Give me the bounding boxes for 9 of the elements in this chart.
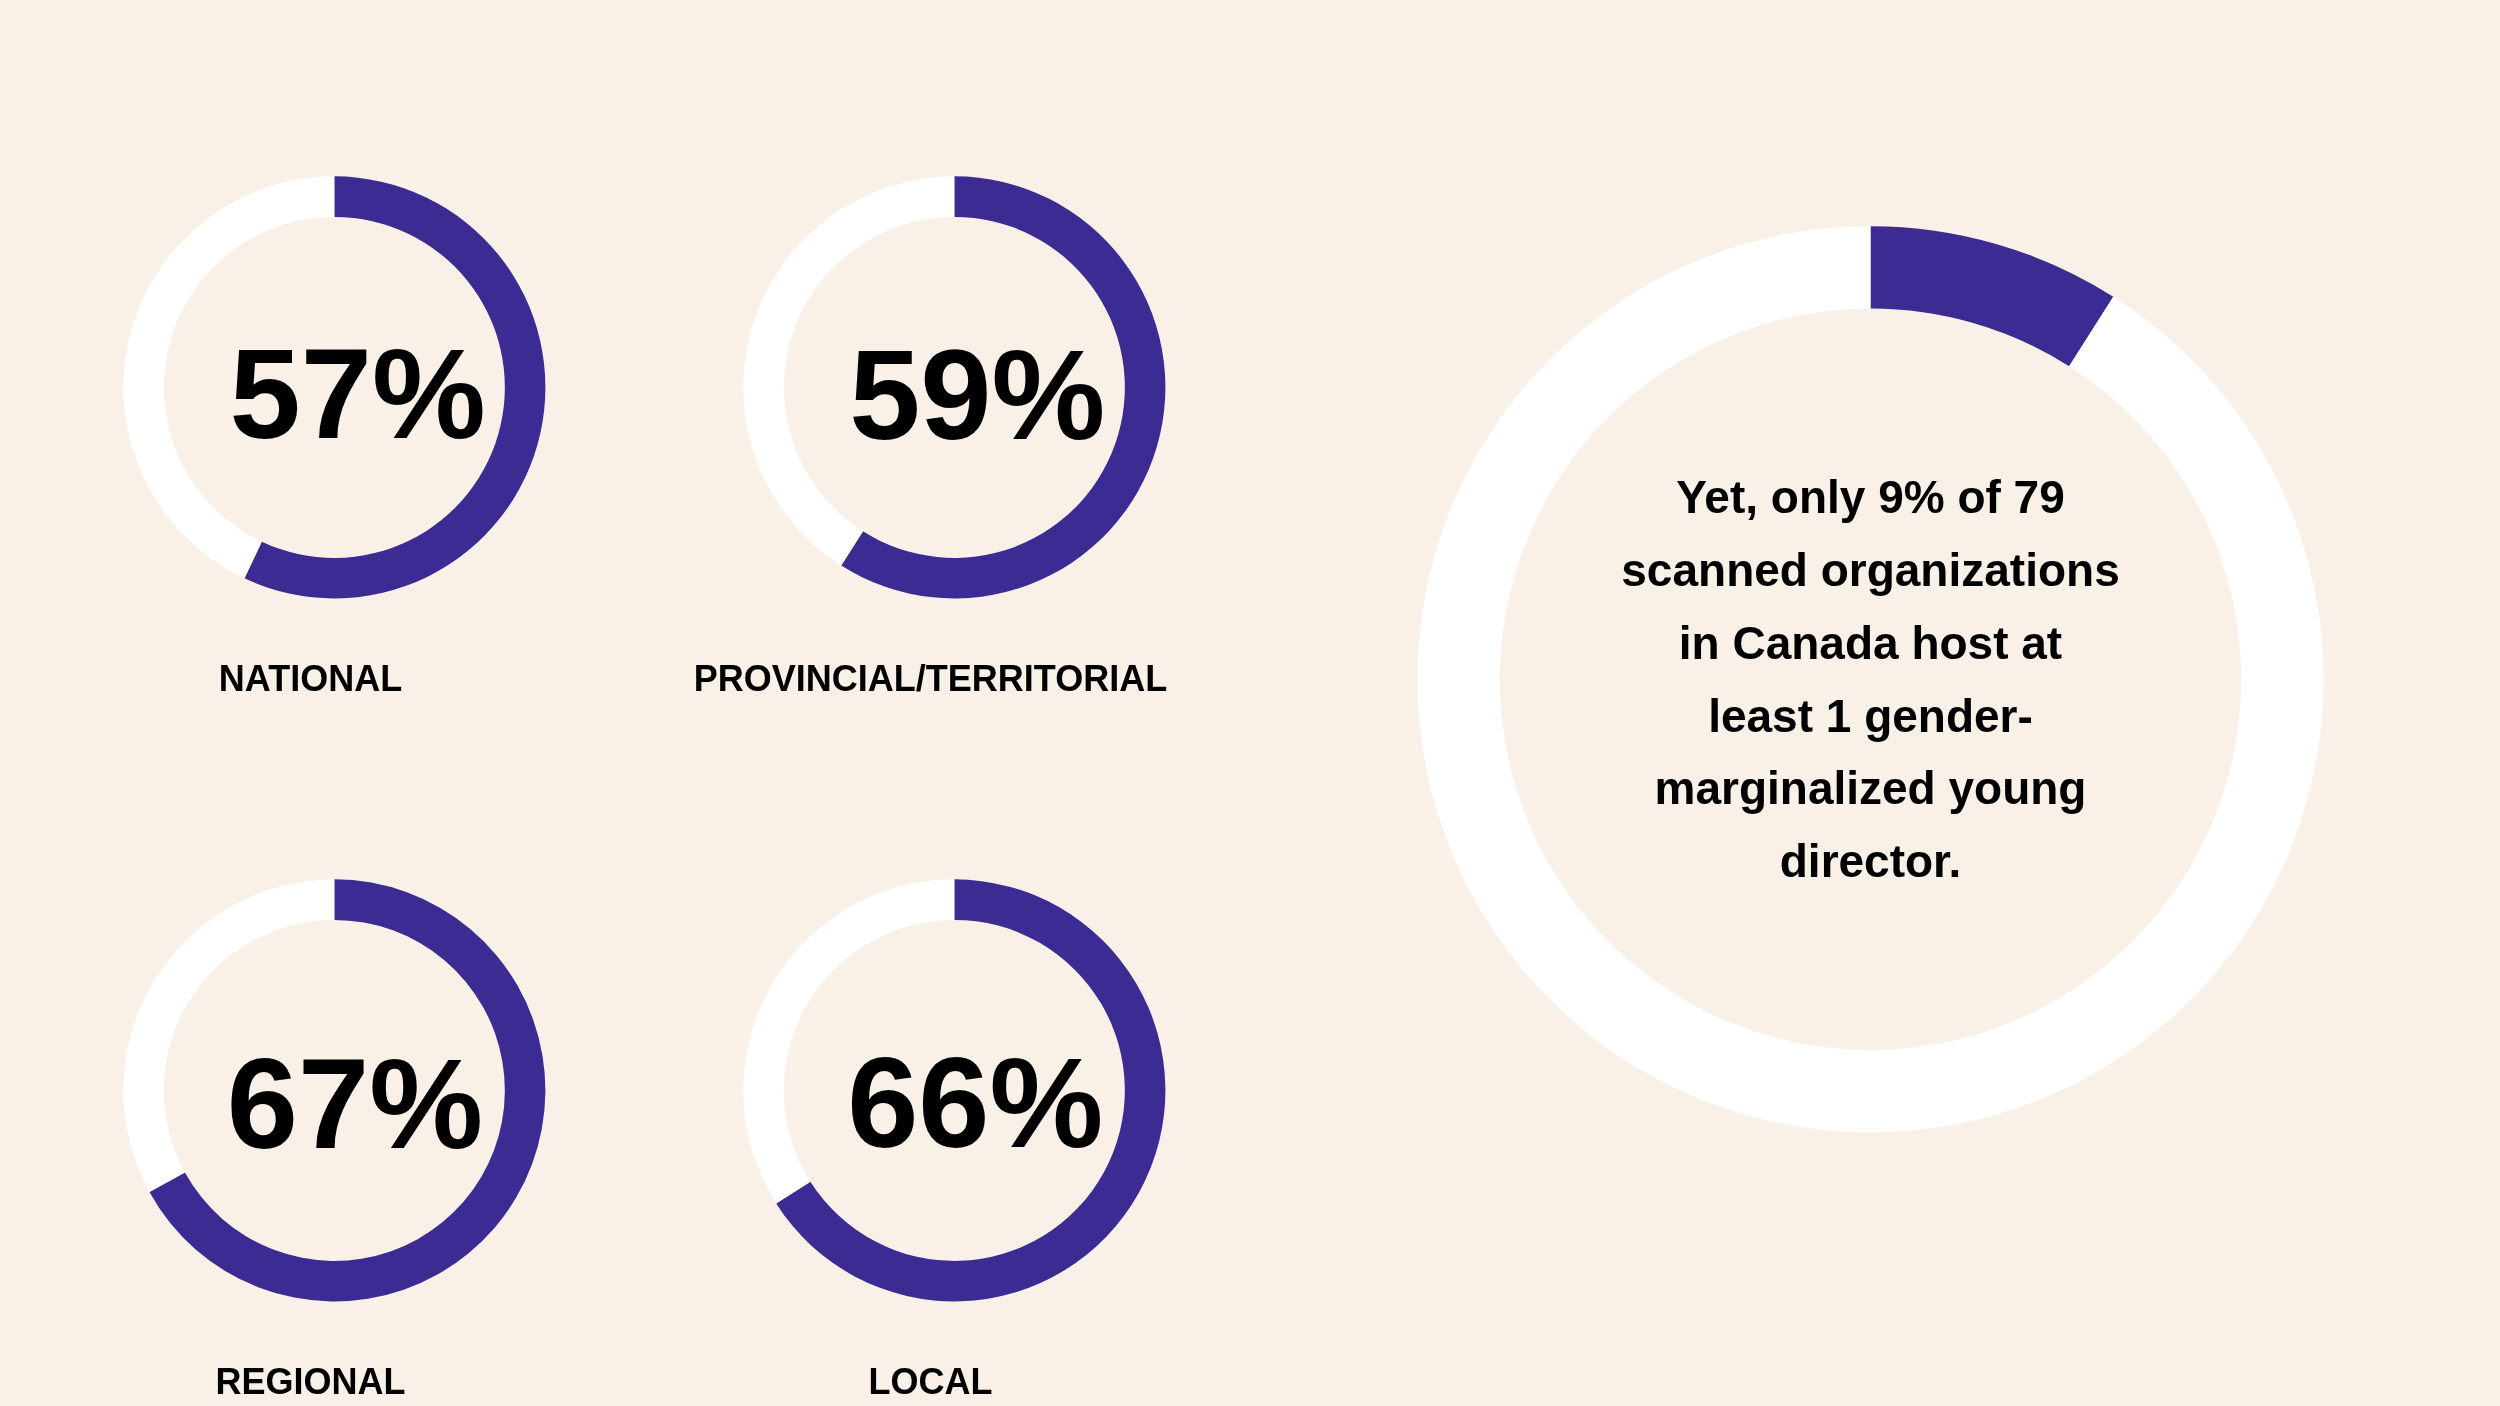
data-label: 67% [226,1032,483,1176]
text: PROVINCIAL/TERRITORIAL [693,657,1168,699]
text: REGIONAL [215,1360,406,1402]
data-label: 59% [849,323,1106,467]
text: NATIONAL [218,657,403,699]
data-label: 57% [229,321,486,465]
text: Yet, only 9% of 79 scanned organizations in Canada host at least 1 gender-marginalized young director. [1621,471,2120,888]
text: LOCAL [868,1360,993,1402]
data-label: 66% [847,1031,1104,1175]
